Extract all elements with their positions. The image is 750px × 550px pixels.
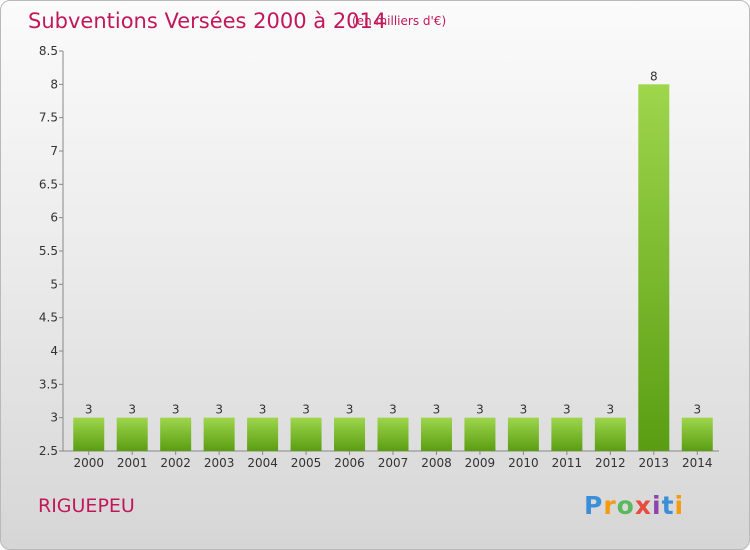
y-tick-label: 6.5 xyxy=(39,177,58,191)
x-tick-label: 2014 xyxy=(682,456,713,470)
data-label: 3 xyxy=(476,403,484,417)
y-tick-label: 6 xyxy=(50,211,58,225)
x-tick-label: 2001 xyxy=(117,456,148,470)
y-tick-label: 8.5 xyxy=(39,44,58,58)
bar xyxy=(203,417,235,451)
chart-unit: (en milliers d'€) xyxy=(352,14,447,28)
data-label: 3 xyxy=(215,403,223,417)
data-label: 3 xyxy=(302,403,310,417)
data-label: 3 xyxy=(346,403,354,417)
bar xyxy=(551,417,583,451)
bar xyxy=(334,417,366,451)
y-tick-label: 5.5 xyxy=(39,244,58,258)
data-label: 3 xyxy=(85,403,93,417)
proxiti-logo: Proxiti xyxy=(584,491,685,520)
y-tick-label: 3 xyxy=(50,411,58,425)
y-tick-label: 7 xyxy=(50,144,58,158)
x-tick-label: 2010 xyxy=(508,456,539,470)
bar xyxy=(73,417,105,451)
bar xyxy=(681,417,713,451)
x-tick-label: 2005 xyxy=(291,456,322,470)
x-tick-label: 2007 xyxy=(378,456,409,470)
bar xyxy=(116,417,148,451)
data-label: 3 xyxy=(433,403,441,417)
y-tick-label: 7.5 xyxy=(39,111,58,125)
bar xyxy=(420,417,452,451)
x-tick-label: 2006 xyxy=(334,456,365,470)
x-tick-label: 2013 xyxy=(639,456,670,470)
y-tick-label: 2.5 xyxy=(39,444,58,458)
data-label: 3 xyxy=(259,403,267,417)
data-label: 3 xyxy=(172,403,180,417)
chart-title: Subventions Versées 2000 à 2014 xyxy=(28,9,387,33)
data-label: 3 xyxy=(128,403,136,417)
data-label: 3 xyxy=(389,403,397,417)
commune-name: RIGUEPEU xyxy=(38,495,135,517)
bar xyxy=(464,417,496,451)
data-label: 3 xyxy=(520,403,528,417)
x-tick-label: 2004 xyxy=(247,456,278,470)
bar xyxy=(594,417,626,451)
y-tick-label: 3.5 xyxy=(39,377,58,391)
x-tick-label: 2009 xyxy=(465,456,496,470)
y-tick-label: 5 xyxy=(50,277,58,291)
y-tick-label: 4.5 xyxy=(39,311,58,325)
x-tick-label: 2008 xyxy=(421,456,452,470)
x-tick-label: 2000 xyxy=(73,456,104,470)
bar xyxy=(507,417,539,451)
data-label: 8 xyxy=(650,69,658,83)
y-tick-label: 4 xyxy=(50,344,58,358)
bar xyxy=(377,417,409,451)
x-tick-label: 2002 xyxy=(160,456,191,470)
data-label: 3 xyxy=(563,403,571,417)
y-tick-label: 8 xyxy=(50,77,58,91)
bar xyxy=(290,417,322,451)
x-tick-label: 2003 xyxy=(204,456,235,470)
bar xyxy=(160,417,192,451)
data-label: 3 xyxy=(693,403,701,417)
data-label: 3 xyxy=(607,403,615,417)
bar xyxy=(247,417,279,451)
x-tick-label: 2011 xyxy=(552,456,583,470)
x-tick-label: 2012 xyxy=(595,456,626,470)
bar xyxy=(638,84,670,451)
